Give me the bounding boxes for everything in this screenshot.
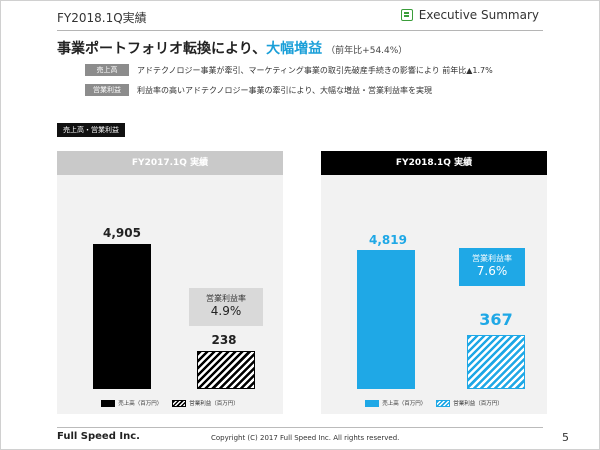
value-label-sales: 4,905 (103, 226, 141, 240)
value-label-profit: 238 (211, 333, 237, 347)
footer-divider (57, 427, 543, 428)
copyright: Copyright (C) 2017 Full Speed Inc. All r… (211, 434, 400, 442)
note-text-sales: アドテクノロジー事業が牽引、マーケティング事業の取引先破産手続きの影響により 前… (137, 65, 493, 75)
section-tag: 売上高・営業利益 (57, 123, 125, 137)
executive-summary-text: Executive Summary (418, 8, 539, 22)
margin-value: 4.9% (210, 304, 242, 318)
legend-item-sales: 売上高（百万円） (365, 399, 426, 407)
headline-prefix: 事業ポートフォリオ転換により、 (57, 41, 267, 57)
page-number: 5 (562, 431, 569, 444)
slide-title: FY2018.1Q実績 (57, 11, 147, 25)
chart-panel-fy2017: FY2017.1Q 実績 4,905 営業利益率 4.9% 238 売上高（百万… (57, 151, 283, 414)
chart-legend: 売上高（百万円） 営業利益（百万円） (57, 399, 283, 407)
legend-swatch-sales (365, 399, 380, 407)
value-label-sales: 4,819 (369, 233, 407, 247)
bar-profit (197, 351, 255, 389)
legend-item-sales: 売上高（百万円） (101, 399, 162, 407)
chart-panel-fy2018: FY2018.1Q 実績 4,819 営業利益率 7.6% 367 売上高（百万… (321, 151, 547, 414)
bar-profit (467, 335, 525, 389)
value-label-profit: 367 (479, 310, 513, 329)
chart-legend: 売上高（百万円） 営業利益（百万円） (321, 399, 547, 407)
legend-item-profit: 営業利益（百万円） (172, 399, 239, 407)
legend-label-profit: 営業利益（百万円） (453, 401, 503, 407)
note-tag-profit: 営業利益 (85, 84, 129, 96)
header-divider (57, 30, 543, 31)
legend-swatch-sales (101, 399, 116, 407)
headline-highlight: 大幅増益 (266, 41, 323, 57)
legend-item-profit: 営業利益（百万円） (436, 399, 503, 407)
bar-sales (93, 244, 151, 389)
margin-box: 営業利益率 4.9% (189, 288, 263, 326)
checklist-icon (400, 9, 413, 21)
headline: 事業ポートフォリオ転換により、大幅増益 （前年比+54.4%） (57, 38, 407, 58)
note-profit: 営業利益 利益率の高いアドテクノロジー事業の牽引により、大幅な増益・営業利益率を… (85, 84, 432, 96)
note-text-profit: 利益率の高いアドテクノロジー事業の牽引により、大幅な増益・営業利益率を実現 (137, 85, 433, 95)
margin-label: 営業利益率 (472, 254, 512, 263)
headline-growth: （前年比+54.4%） (326, 46, 408, 56)
margin-label: 営業利益率 (206, 294, 246, 303)
margin-value: 7.6% (476, 264, 508, 278)
company-name: Full Speed Inc. (57, 431, 140, 442)
bar-sales (357, 250, 415, 389)
chart-title: FY2018.1Q 実績 (321, 151, 547, 175)
note-tag-sales: 売上高 (85, 64, 129, 76)
margin-box: 営業利益率 7.6% (459, 248, 525, 286)
chart-title: FY2017.1Q 実績 (57, 151, 283, 175)
executive-summary-label: Executive Summary (400, 8, 539, 22)
legend-label-sales: 売上高（百万円） (118, 401, 163, 407)
legend-swatch-profit (172, 399, 187, 407)
legend-label-profit: 営業利益（百万円） (189, 401, 239, 407)
legend-label-sales: 売上高（百万円） (382, 401, 427, 407)
note-sales: 売上高 アドテクノロジー事業が牽引、マーケティング事業の取引先破産手続きの影響に… (85, 64, 493, 76)
legend-swatch-profit (436, 399, 451, 407)
